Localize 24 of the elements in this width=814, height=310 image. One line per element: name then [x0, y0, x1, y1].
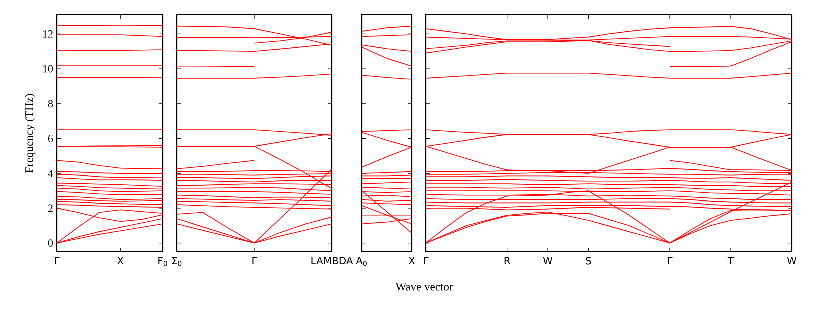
y-tick-label: 6: [48, 135, 54, 142]
y-tick-label: 4: [48, 170, 54, 178]
x-tick-label: Γ: [668, 257, 673, 264]
x-tick-label: LAMBDA: [312, 257, 354, 264]
x-tick-label: X: [117, 257, 124, 264]
y-tick-label: 10: [43, 65, 54, 73]
x-tick-label: Γ: [424, 257, 429, 264]
x-tick-label: Γ: [252, 257, 258, 264]
x-tick-label: W: [787, 257, 797, 264]
y-tick-label: 12: [43, 30, 53, 38]
y-tick-label: 2: [48, 204, 53, 212]
x-tick-label: Σ$_{0}$: [172, 257, 182, 266]
x-tick-label: F$_{0}$: [158, 257, 168, 266]
y-tick-label: 8: [48, 100, 54, 108]
x-tick-label: T: [728, 257, 734, 264]
x-tick-label: S: [586, 257, 592, 265]
x-tick-label: W: [543, 257, 553, 264]
y-tick-label: 0: [48, 240, 54, 247]
y-axis-title: Frequency (THz): [25, 94, 36, 173]
x-tick-label: Γ: [55, 257, 60, 264]
x-tick-label: A$_{0}$: [356, 257, 367, 266]
x-axis-title: Wave vector: [396, 283, 454, 291]
x-tick-label: R: [504, 257, 511, 264]
x-tick-label: X: [408, 257, 416, 264]
